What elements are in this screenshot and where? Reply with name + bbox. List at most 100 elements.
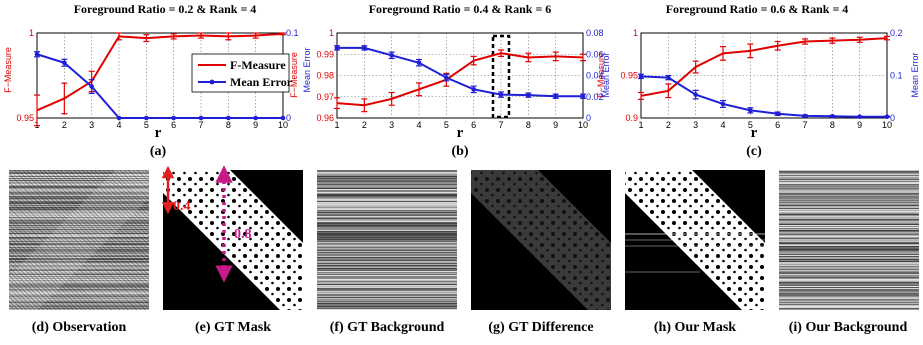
gt-difference-image (471, 170, 611, 310)
y-tick-label-left: 0.99 (316, 49, 334, 59)
highlight-box (491, 34, 511, 119)
data-point-mean-error (280, 115, 286, 121)
data-point-mean-error (334, 45, 340, 51)
panel-b-plot: 1 2 3 4 5 6 7 8 9 100.960.970.980.99100.020.040.0… (316, 28, 603, 130)
data-point-mean-error (802, 113, 808, 119)
panel-c-xlabel: r (751, 125, 758, 141)
y-tick-label-left: 0.98 (316, 71, 334, 81)
data-point-mean-error (144, 115, 149, 121)
our-mask-image (625, 170, 765, 310)
x-tick-label: 9 (253, 120, 258, 130)
y-tick-label-right: 0 (586, 113, 591, 123)
arrow-short-label: 0.4 (173, 199, 191, 214)
x-tick-label: 8 (526, 120, 531, 130)
legend-label-mean-error: Mean Error (230, 75, 293, 89)
data-point-mean-error (693, 92, 698, 97)
x-tick-label: 4 (116, 120, 121, 130)
caption-gt-difference: (g) GT Difference (488, 320, 594, 335)
data-point-mean-error (62, 60, 67, 66)
series-line-mean-error (36, 53, 283, 119)
panel-b-title: Foreground Ratio = 0.4 & Rank = 6 (369, 2, 552, 16)
series-line-f-measure (36, 32, 284, 112)
panel-a-legend: F-Measure Mean Error (191, 53, 293, 93)
data-point-mean-error (116, 115, 122, 121)
x-tick-label: 3 (693, 120, 698, 130)
x-tick-label: 9 (857, 120, 862, 130)
x-tick-label: 7 (498, 120, 503, 130)
observation-image (9, 170, 149, 310)
data-point-mean-error (226, 115, 231, 121)
y-tick-label-right: 0.06 (586, 49, 604, 59)
x-tick-label: 9 (553, 120, 558, 130)
data-point-mean-error (362, 45, 367, 51)
x-tick-label: 1 (638, 120, 643, 130)
data-point-mean-error (666, 75, 671, 80)
x-tick-label: 7 (198, 120, 203, 130)
gt-mask-image: 0.4 0.8 (161, 165, 303, 310)
caption-our-mask: (h) Our Mask (653, 320, 737, 335)
data-point-mean-error (720, 101, 726, 107)
y-tick-label-left: 1 (329, 28, 334, 38)
x-tick-label: 8 (830, 120, 835, 130)
y-tick-label-right: 0.2 (890, 28, 903, 38)
data-point-mean-error (171, 115, 176, 121)
data-point-mean-error (748, 108, 753, 113)
caption-gt-background: (f) GT Background (329, 320, 445, 335)
series-line-f-measure (336, 52, 584, 107)
x-tick-label: 10 (578, 120, 588, 130)
y-tick-label-left: 0.95 (16, 113, 34, 123)
data-point-mean-error (526, 92, 531, 98)
y-tick-label-left: 0.97 (316, 92, 334, 102)
x-tick-label: 10 (278, 120, 288, 130)
panel-b-ylabel-left: F−Measure (289, 52, 299, 98)
x-tick-label: 2 (62, 120, 67, 130)
panel-c-ylabel-right: Mean Error (910, 52, 920, 97)
data-point-mean-error (444, 75, 449, 80)
caption-our-background: (i) Our Background (788, 320, 908, 335)
x-tick-label: 5 (748, 120, 753, 130)
y-tick-label-left: 0.95 (620, 71, 638, 81)
y-tick-label-right: 0.04 (586, 71, 604, 81)
our-background-image (779, 170, 919, 310)
series-line-mean-error (337, 46, 583, 98)
legend-label-f-measure: F-Measure (230, 58, 286, 72)
data-point-mean-error (638, 74, 644, 79)
x-tick-label: 2 (666, 120, 671, 130)
data-point-mean-error (498, 92, 504, 97)
panel-c-ylabel-left: F−Measure (596, 52, 606, 98)
x-tick-label: 7 (802, 120, 807, 130)
panel-a-ylabel-left: F−Measure (3, 47, 13, 93)
y-tick-label-right: 0 (890, 113, 895, 123)
x-tick-label: 3 (89, 120, 94, 130)
x-tick-label: 6 (775, 120, 780, 130)
x-tick-label: 1 (334, 120, 339, 130)
data-point-mean-error (34, 51, 40, 57)
panel-c-subcaption: (c) (746, 144, 762, 159)
data-point-mean-error (471, 87, 476, 92)
panel-c-title: Foreground Ratio = 0.6 & Rank = 4 (666, 2, 849, 16)
panel-a-xlabel: r (155, 125, 162, 141)
data-point-mean-error (89, 84, 94, 89)
x-tick-label: 8 (226, 120, 231, 130)
y-tick-label-right: 0 (286, 113, 291, 123)
x-tick-label: 6 (471, 120, 476, 130)
x-tick-label: 10 (882, 120, 892, 130)
x-tick-label: 4 (720, 120, 725, 130)
y-tick-label-left: 1 (633, 28, 638, 38)
data-point-mean-error (416, 60, 422, 66)
gt-background-image (317, 170, 457, 310)
data-point-mean-error (884, 114, 890, 120)
panel-a-title: Foreground Ratio = 0.2 & Rank = 4 (74, 2, 257, 16)
y-tick-label-right: 0.1 (890, 71, 903, 81)
data-point-mean-error (389, 53, 394, 58)
x-tick-label: 3 (389, 120, 394, 130)
x-tick-label: 4 (416, 120, 421, 130)
panel-a-ylabel-right: Mean Error (302, 47, 312, 92)
legend-marker-mean-error (209, 79, 215, 85)
x-tick-label: 5 (444, 120, 449, 130)
data-point-mean-error (198, 115, 204, 121)
panel-a-subcaption: (a) (150, 144, 167, 159)
caption-observation: (d) Observation (31, 320, 127, 335)
panel-b-subcaption: (b) (451, 144, 468, 159)
